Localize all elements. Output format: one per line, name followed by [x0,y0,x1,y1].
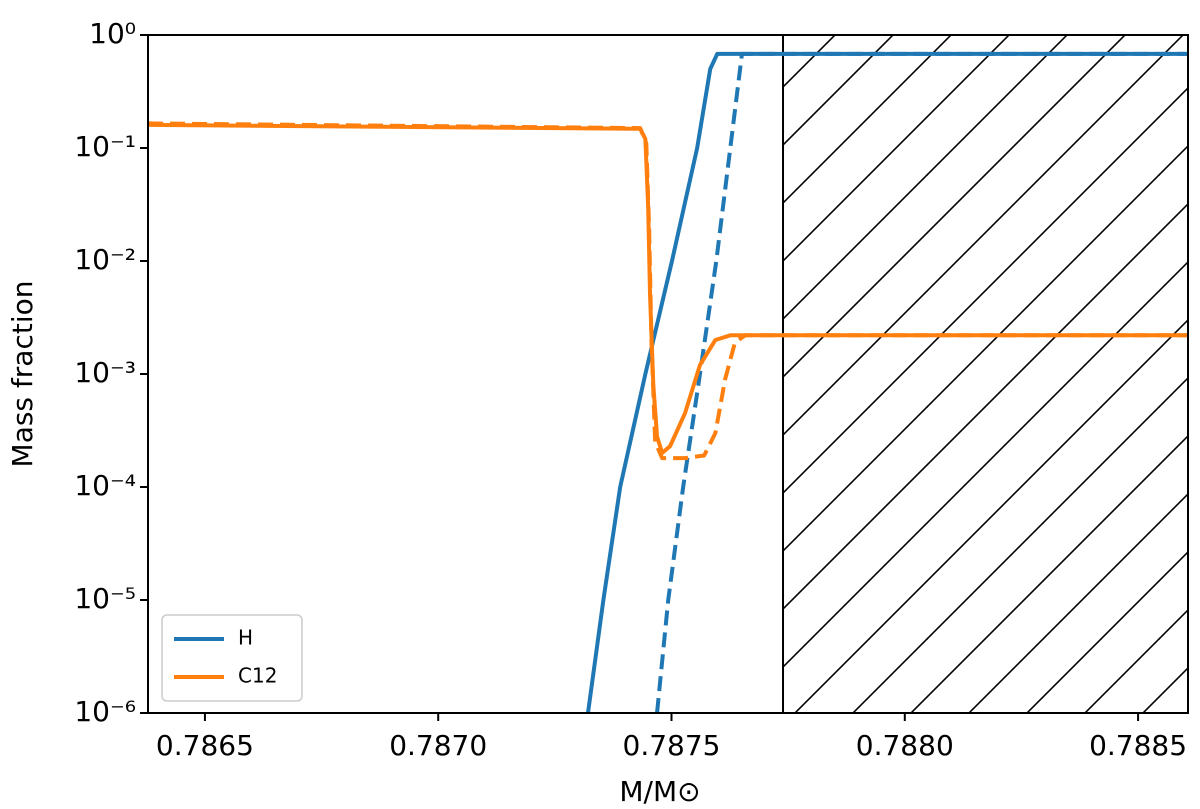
plot-lines [148,51,1188,713]
series-line [655,51,1188,713]
y-tick-label: 10⁻² [74,243,136,276]
series-line [585,51,1188,713]
legend-label: H [238,626,253,650]
x-tick-label: 0.7870 [389,729,487,762]
y-tick-label: 10⁻⁴ [74,469,136,502]
hatched-region [783,35,1188,713]
x-axis-label: M/M⊙ [619,775,700,808]
y-axis-label: Mass fraction [6,281,39,468]
y-tick-label: 10⁻¹ [74,130,136,163]
x-tick-label: 0.7865 [156,729,254,762]
y-tick-label: 10⁻⁵ [74,582,136,615]
y-tick-label: 10⁰ [89,17,136,50]
x-tick-label: 0.7885 [1089,729,1187,762]
legend-box [161,614,303,702]
y-tick-label: 10⁻³ [74,356,136,389]
y-tick-label: 10⁻⁶ [74,695,136,728]
x-tick-label: 0.7880 [856,729,954,762]
x-tick-label: 0.7875 [623,729,721,762]
series-line [148,121,1188,461]
legend-label: C12 [238,664,277,688]
